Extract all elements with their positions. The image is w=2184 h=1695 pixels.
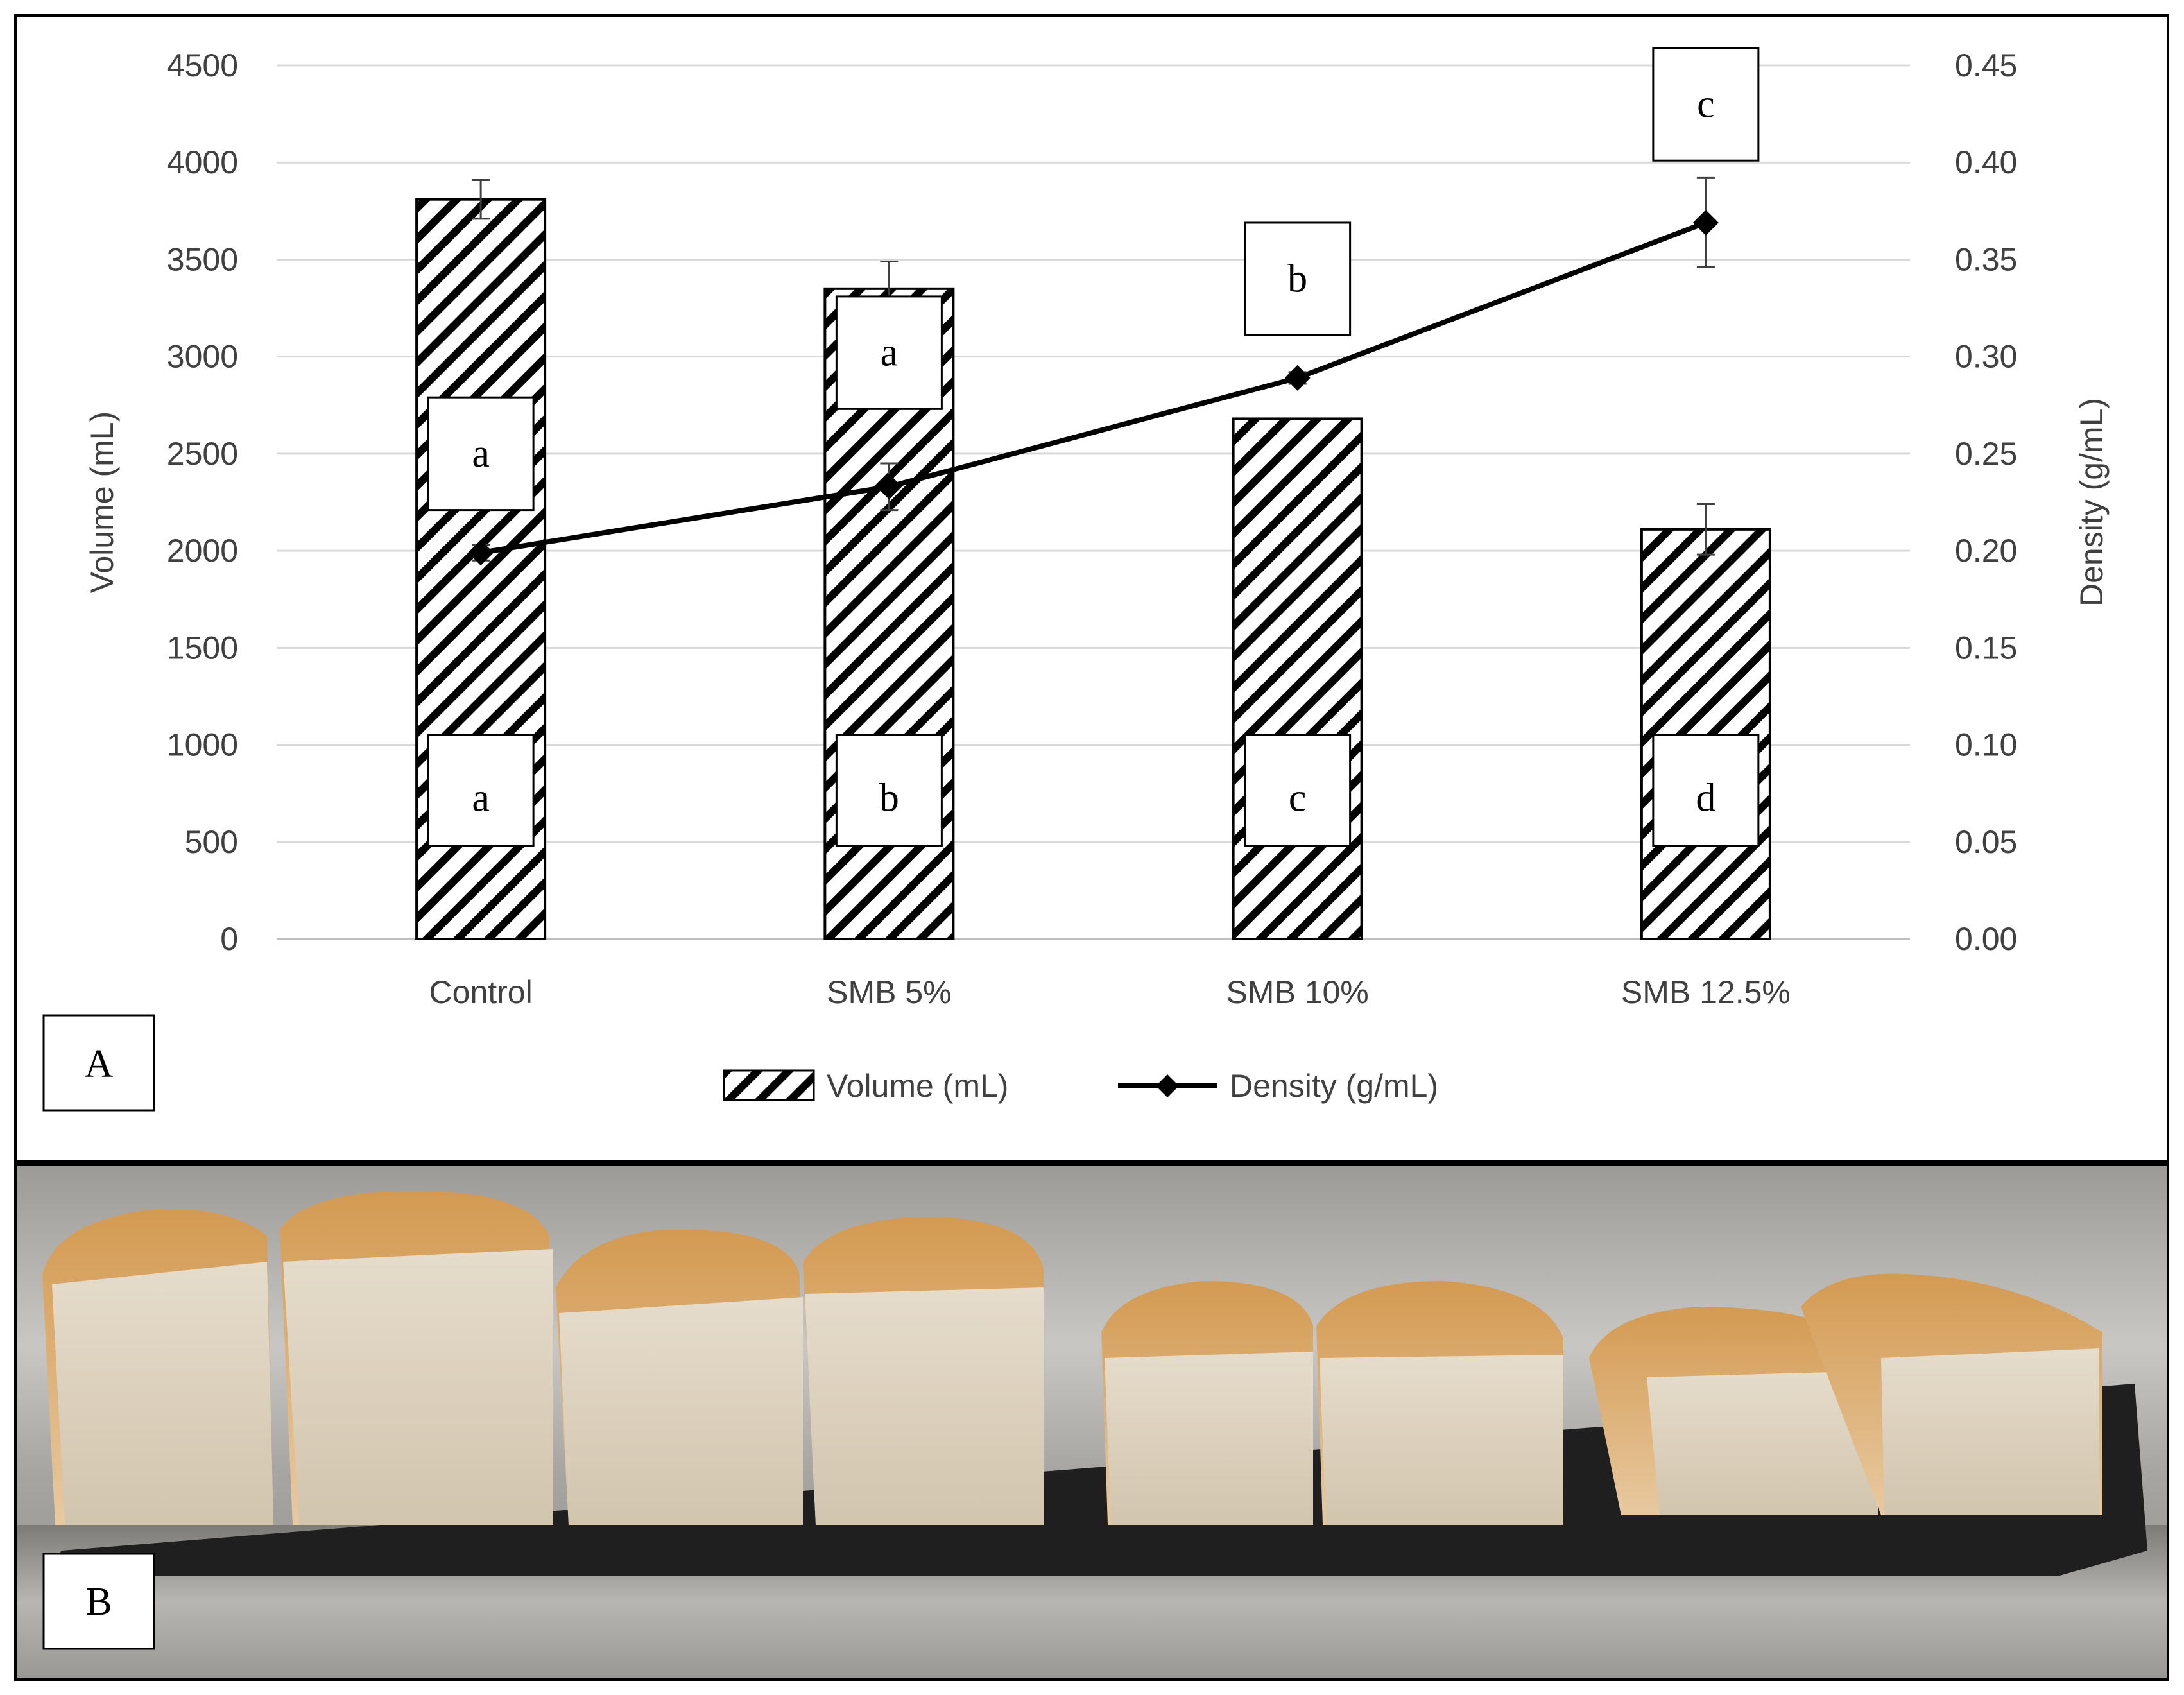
density-letter: b [1287, 257, 1307, 301]
density-letter-box [1244, 221, 1352, 336]
y-tick-label: 2000 [167, 533, 238, 569]
y-tick-label: 0 [220, 921, 238, 957]
y2-tick-label: 0.00 [1955, 921, 2017, 957]
volume-letter-box [835, 734, 943, 847]
y2-tick-label: 0.45 [1955, 47, 2017, 83]
volume-letter: d [1696, 776, 1715, 820]
volume-density-chart: 0 500 1000 1500 2000 2500 3000 3500 4000 4500 0.00… [42, 47, 2110, 1112]
panel-b-label-box [42, 1553, 155, 1650]
y2-tick-label: 0.30 [1955, 339, 2017, 375]
y-tick-label: 4500 [167, 47, 238, 83]
legend-density-label: Density (g/mL) [1230, 1068, 1438, 1104]
y2-tick-label: 0.10 [1955, 727, 2017, 763]
density-letter-box [835, 295, 943, 410]
y-tick-label: 4000 [167, 144, 238, 180]
density-marker [1284, 365, 1311, 391]
volume-bar [1640, 528, 1771, 940]
legend-volume-label: Volume (mL) [827, 1068, 1008, 1104]
volume-letter: a [472, 776, 490, 820]
density-letter-box [427, 396, 535, 512]
legend-volume-swatch [723, 1069, 815, 1101]
density-marker [1692, 209, 1719, 236]
y-tick-label: 2500 [167, 436, 238, 472]
loaves-control [42, 1191, 553, 1525]
density-letter: a [881, 331, 899, 375]
y2-tick-label: 0.05 [1955, 824, 2017, 860]
density-letter: a [472, 432, 490, 476]
y-tick-label: 3000 [167, 339, 238, 375]
y-tick-label: 3500 [167, 241, 238, 277]
panel-b-bread-photo: B [14, 1163, 2169, 1681]
y2-tick-label: 0.15 [1955, 630, 2017, 666]
x-category-label: SMB 12.5% [1621, 974, 1791, 1010]
x-category-label: Control [429, 974, 533, 1010]
y-tick-label: 1500 [167, 630, 238, 666]
volume-letter-box [1652, 734, 1760, 847]
volume-bar [1232, 417, 1363, 940]
y-axis-title: Volume (mL) [84, 411, 120, 593]
y2-tick-label: 0.40 [1955, 144, 2017, 180]
loaves-smb-10 [1101, 1281, 1563, 1525]
panel-a-label: A [85, 1042, 114, 1086]
y-tick-label: 1000 [167, 727, 238, 763]
legend-density-marker [1156, 1074, 1179, 1097]
loaves-smb-12-5 [1589, 1273, 2102, 1515]
panel-a-label-box [42, 1014, 155, 1112]
y-tick-label: 500 [185, 824, 238, 860]
density-marker [876, 474, 902, 500]
y2-tick-label: 0.20 [1955, 533, 2017, 569]
density-marker [468, 540, 494, 566]
panel-b-label: B [85, 1580, 112, 1624]
loaves-smb-5 [556, 1217, 1044, 1525]
y2-axis-title: Density (g/mL) [2074, 398, 2110, 607]
x-category-label: SMB 10% [1226, 974, 1368, 1010]
x-category-label: SMB 5% [827, 974, 952, 1010]
density-line [480, 220, 1707, 556]
density-letter-box [1652, 47, 1760, 162]
y2-tick-label: 0.25 [1955, 436, 2017, 472]
volume-letter: c [1289, 776, 1307, 820]
bread-loaves-photo: B [17, 1166, 2167, 1678]
y2-tick-label: 0.35 [1955, 241, 2017, 277]
volume-letter-box [427, 734, 535, 847]
volume-letter-box [1244, 734, 1352, 847]
panel-a-chart: 0 500 1000 1500 2000 2500 3000 3500 4000 4500 0.00… [14, 14, 2169, 1163]
density-letter: c [1697, 82, 1715, 126]
volume-letter: b [879, 776, 899, 820]
